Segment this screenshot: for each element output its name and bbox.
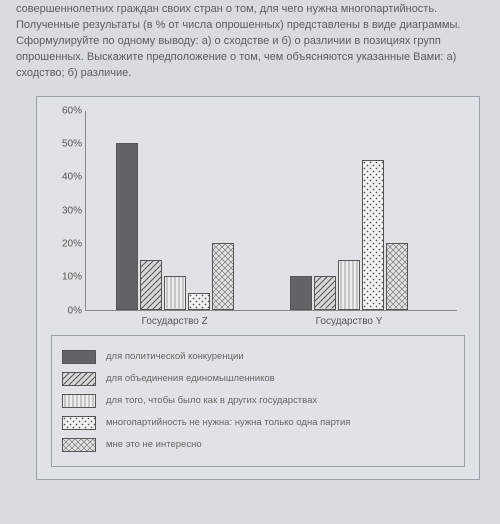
legend-swatch [62, 394, 96, 408]
legend-swatch [62, 372, 96, 386]
legend-row: для политической конкуренции [62, 346, 454, 368]
y-axis-label: 0% [68, 305, 86, 316]
bar [290, 276, 312, 309]
bar-group: Государство Y [290, 160, 408, 310]
bar [362, 160, 384, 310]
y-axis-label: 10% [62, 272, 86, 283]
legend-swatch [62, 350, 96, 364]
bar [188, 293, 210, 310]
y-axis-label: 30% [62, 205, 86, 216]
bar-group: Государство Z [116, 143, 234, 310]
bar [338, 260, 360, 310]
legend-swatch [62, 438, 96, 452]
legend-label: мне это не интересно [106, 439, 202, 450]
bar [386, 243, 408, 310]
y-axis-label: 40% [62, 172, 86, 183]
y-axis-label: 50% [62, 139, 86, 150]
bar [212, 243, 234, 310]
legend-label: для того, чтобы было как в других госуда… [106, 395, 317, 406]
y-axis-label: 20% [62, 239, 86, 250]
legend-swatch [62, 416, 96, 430]
legend-row: для того, чтобы было как в других госуда… [62, 390, 454, 412]
legend-row: для объединения единомышленников [62, 368, 454, 390]
y-axis-label: 60% [62, 105, 86, 116]
legend: для политической конкуренции для объедине… [51, 335, 465, 467]
legend-label: для политической конкуренции [106, 351, 244, 362]
bar [116, 143, 138, 310]
plot-area: 0%10%20%30%40%50%60%Государство ZГосудар… [85, 111, 457, 311]
bar [314, 276, 336, 309]
chart-container: 0%10%20%30%40%50%60%Государство ZГосудар… [36, 96, 480, 480]
legend-label: для объединения единомышленников [106, 373, 275, 384]
legend-row: многопартийность не нужна: нужна только … [62, 412, 454, 434]
bar [164, 276, 186, 309]
legend-row: мне это не интересно [62, 434, 454, 456]
bar [140, 260, 162, 310]
legend-label: многопартийность не нужна: нужна только … [106, 417, 350, 428]
x-axis-label: Государство Z [142, 310, 208, 327]
question-text: совершеннолетних граждан своих стран о т… [0, 0, 500, 92]
x-axis-label: Государство Y [316, 310, 383, 327]
